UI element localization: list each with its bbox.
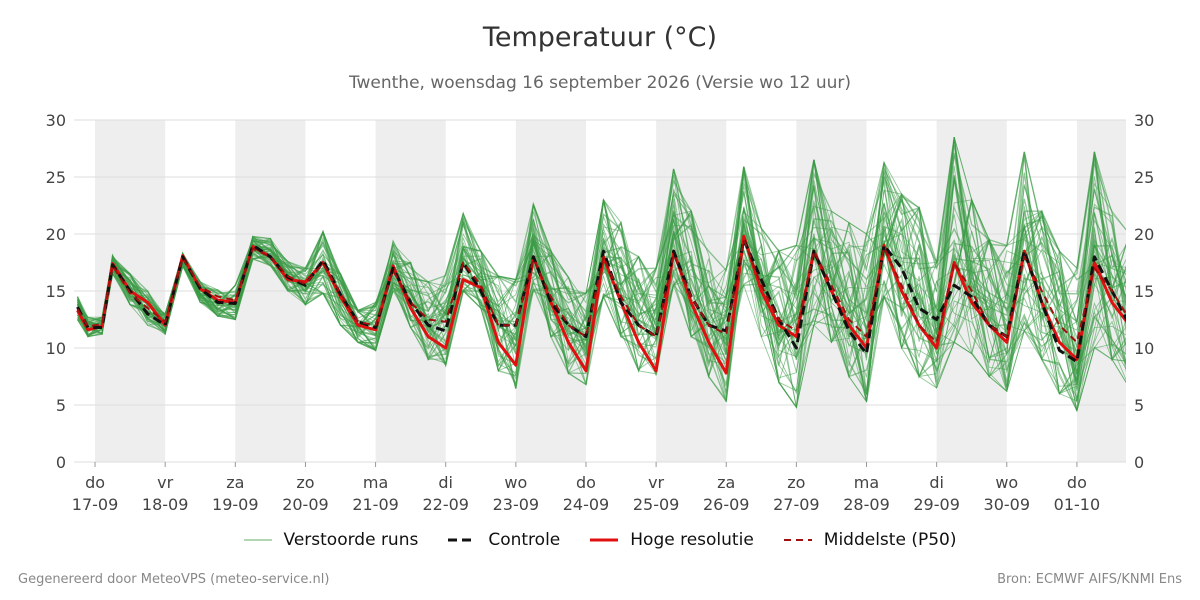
x-tick-date: 28-09	[843, 495, 890, 514]
x-tick-date: 26-09	[703, 495, 750, 514]
x-tick-date: 29-09	[913, 495, 960, 514]
y-tick-label-right: 25	[1134, 168, 1154, 187]
x-tick-date: 22-09	[422, 495, 469, 514]
axis-ticks: 0 0 5 5 10 10 15 15 20 20 25 25 30 30 do 17-09 vr 18-09 za…	[46, 111, 1155, 514]
y-tick-label-right: 0	[1134, 453, 1144, 472]
y-tick-label-left: 30	[46, 111, 66, 130]
main-series	[76, 234, 1126, 375]
x-tick-date: 30-09	[984, 495, 1031, 514]
chart-title: Temperatuur (°C)	[482, 22, 718, 53]
ensemble-run-37	[77, 159, 1126, 375]
y-tick-label-left: 5	[56, 396, 66, 415]
x-tick-day: do	[576, 473, 596, 492]
legend-item-hoge-resolutie: Hoge resolutie	[590, 530, 754, 550]
series-line-middelste	[76, 238, 1126, 344]
x-tick-date: 21-09	[352, 495, 399, 514]
x-tick-day: vr	[648, 473, 664, 492]
x-tick-date: 23-09	[493, 495, 540, 514]
legend-item-controle: Controle	[448, 530, 560, 550]
y-tick-label-right: 5	[1134, 396, 1144, 415]
legend: Verstoorde runs Controle Hoge resolutie …	[0, 530, 1200, 550]
legend-swatch-controle	[448, 538, 477, 542]
x-tick-date: 01-10	[1054, 495, 1101, 514]
x-tick-day: di	[929, 473, 944, 492]
y-tick-label-right: 15	[1134, 282, 1154, 301]
legend-label-hoge-resolutie: Hoge resolutie	[630, 530, 754, 550]
x-tick-day: za	[717, 473, 735, 492]
x-tick-day: zo	[296, 473, 314, 492]
footer-generated-by: Gegenereerd door MeteoVPS (meteo-service…	[18, 572, 330, 587]
legend-label-ensemble: Verstoorde runs	[283, 530, 419, 550]
x-tick-day: di	[438, 473, 453, 492]
legend-label-controle: Controle	[488, 530, 561, 550]
y-tick-label-right: 20	[1134, 225, 1154, 244]
legend-item-ensemble: Verstoorde runs	[243, 530, 419, 550]
legend-item-middelste: Middelste (P50)	[783, 530, 957, 550]
x-tick-date: 19-09	[212, 495, 259, 514]
x-tick-date: 27-09	[773, 495, 820, 514]
x-tick-day: do	[85, 473, 105, 492]
y-tick-label-left: 25	[46, 168, 66, 187]
footer-source: Bron: ECMWF AIFS/KNMI Ens	[997, 572, 1182, 587]
x-tick-day: wo	[504, 473, 527, 492]
ensemble-run-49	[76, 151, 1126, 347]
legend-label-middelste: Middelste (P50)	[823, 530, 957, 550]
x-tick-day: ma	[363, 473, 388, 492]
x-tick-day: wo	[995, 473, 1018, 492]
legend-swatch-ensemble	[243, 539, 272, 541]
y-tick-label-right: 10	[1134, 339, 1154, 358]
x-tick-day: za	[226, 473, 244, 492]
y-tick-label-left: 15	[46, 282, 66, 301]
x-tick-date: 18-09	[142, 495, 189, 514]
ensemble-run-42	[77, 239, 1126, 408]
x-tick-day: vr	[157, 473, 173, 492]
chart-subtitle: Twenthe, woensdag 16 september 2026 (Ver…	[348, 73, 852, 93]
legend-swatch-middelste	[783, 539, 812, 541]
y-tick-label-left: 20	[46, 225, 66, 244]
x-tick-day: do	[1067, 473, 1087, 492]
y-tick-label-right: 30	[1134, 111, 1154, 130]
x-tick-date: 25-09	[633, 495, 680, 514]
y-tick-label-left: 0	[56, 453, 66, 472]
x-tick-day: ma	[854, 473, 879, 492]
x-tick-day: zo	[787, 473, 805, 492]
legend-swatch-hoge-resolutie	[590, 538, 619, 542]
y-tick-label-left: 10	[46, 339, 66, 358]
x-tick-date: 24-09	[563, 495, 610, 514]
x-tick-date: 20-09	[282, 495, 329, 514]
x-tick-date: 17-09	[72, 495, 119, 514]
